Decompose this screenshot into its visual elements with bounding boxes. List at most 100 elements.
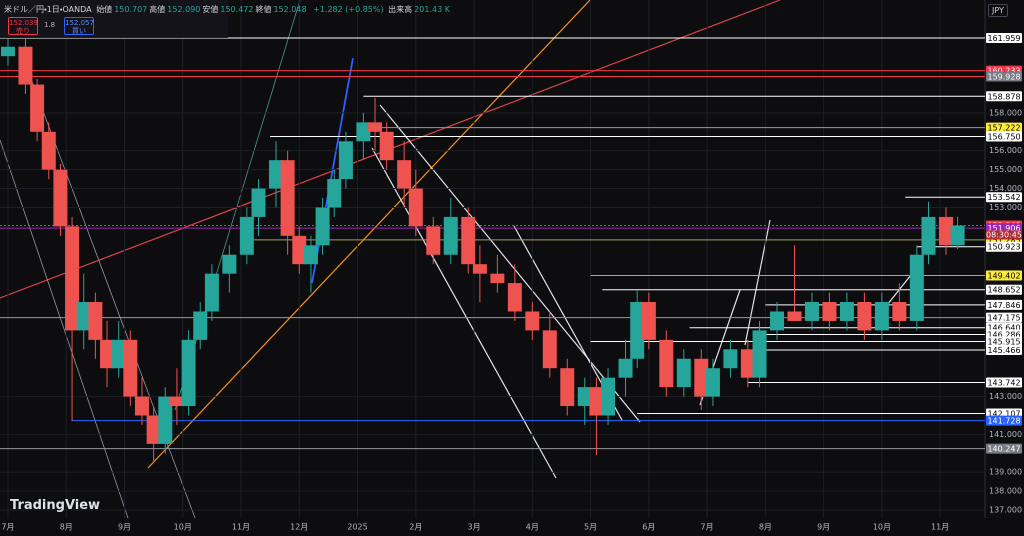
candle-body — [30, 84, 45, 132]
level-tag — [986, 415, 1022, 426]
candle-body — [839, 302, 854, 321]
level-label: 153.542 — [987, 193, 1020, 202]
candle-body — [542, 330, 557, 369]
level-label: 147.846 — [987, 301, 1020, 310]
sell-label: 売り — [16, 27, 30, 35]
candle-body — [327, 179, 342, 208]
level-tag — [986, 312, 1022, 323]
y-tick-label: 143.000 — [989, 392, 1022, 401]
candle-body — [88, 302, 103, 340]
buy-label: 買い — [72, 27, 86, 35]
candle-body — [146, 415, 161, 444]
x-tick-label: 3月 — [468, 523, 481, 532]
candle-body — [705, 368, 720, 397]
candle-body — [303, 245, 318, 265]
candle-body — [723, 349, 738, 369]
level-label: 148.652 — [987, 286, 1020, 295]
candle-body — [356, 122, 371, 142]
candle-body — [222, 254, 237, 274]
candle-body — [315, 207, 330, 246]
candle-body — [18, 46, 33, 85]
candle-body — [408, 188, 423, 227]
level-tag — [986, 71, 1022, 82]
x-tick-label: 4月 — [526, 523, 539, 532]
level-tag — [986, 443, 1022, 454]
level-label: 156.750 — [987, 133, 1020, 142]
candle-body — [158, 396, 173, 444]
x-tick-label: 2025 — [347, 523, 367, 532]
channel-line — [23, 59, 196, 519]
candle-body — [123, 339, 138, 397]
candle-body — [490, 273, 505, 284]
channel-line — [371, 147, 557, 479]
level-label: 157.222 — [987, 124, 1020, 133]
candle-body — [379, 131, 394, 161]
candle-body — [100, 339, 115, 369]
candle-body — [461, 216, 476, 265]
x-tick-label: 11月 — [931, 523, 949, 532]
candle-body — [193, 311, 208, 340]
level-label: 142.107 — [987, 409, 1020, 418]
x-tick-label: 2月 — [409, 523, 422, 532]
candle-body — [0, 46, 15, 57]
trend-line — [311, 57, 354, 284]
sell-button[interactable]: 152.039 売り — [8, 17, 38, 35]
ohlc: 始値 150.707 高値 152.090 安値 150.472 終値 152.048 — [96, 5, 308, 14]
candle-body — [752, 330, 767, 378]
level-tag — [986, 270, 1022, 281]
level-label: 160.233 — [987, 67, 1020, 76]
candle-body — [618, 358, 633, 378]
candle-body — [204, 273, 219, 312]
countdown: 08:30:45 — [986, 230, 1022, 239]
currency[interactable]: JPY — [988, 4, 1008, 17]
candle-body — [472, 264, 487, 274]
candle-body — [134, 396, 149, 416]
y-tick-label: 139.000 — [989, 468, 1022, 477]
candle-body — [659, 339, 674, 388]
candle-body — [694, 358, 709, 397]
trend-line — [147, 0, 591, 469]
level-label: 151.906 — [987, 224, 1020, 233]
candle-body — [368, 122, 383, 132]
candle-body — [111, 339, 126, 369]
candle-body — [874, 302, 889, 331]
grid — [0, 0, 985, 518]
level-label: 146.640 — [987, 324, 1020, 333]
candle-body — [938, 216, 953, 246]
spread: 1.8 — [44, 21, 56, 29]
level-label: 147.175 — [987, 314, 1020, 323]
level-tag — [986, 336, 1022, 347]
candle-body — [950, 225, 965, 246]
level-label: 150.923 — [987, 243, 1020, 252]
level-tag — [986, 192, 1022, 203]
x-tick-label: 11月 — [232, 523, 250, 532]
candle-body — [292, 235, 307, 265]
level-label: 159.928 — [987, 72, 1020, 81]
x-tick-label: 12月 — [290, 523, 308, 532]
x-tick-label: 7月 — [1, 523, 14, 532]
countdown-tag — [986, 230, 1022, 240]
y-tick-label: 153.000 — [989, 203, 1022, 212]
level-label: 141.728 — [987, 417, 1020, 426]
x-tick-label: 9月 — [817, 523, 830, 532]
candle-body — [822, 302, 837, 321]
candle-body — [676, 358, 691, 388]
change: +1.282 (+0.85%) — [313, 5, 384, 14]
y-tick-label: 137.000 — [989, 506, 1022, 515]
candle-body — [507, 283, 522, 312]
volume: 201.43 K — [414, 5, 450, 14]
candle-body — [909, 254, 924, 321]
x-tick-label: 5月 — [584, 523, 597, 532]
level-tag — [986, 122, 1022, 133]
candle-body — [41, 131, 56, 170]
channel-line — [174, 0, 301, 411]
x-tick-label: 8月 — [60, 523, 73, 532]
x-tick-label: 7月 — [701, 523, 714, 532]
candle-body — [181, 339, 196, 407]
buy-button[interactable]: 152.057 買い — [64, 17, 94, 35]
level-tag — [986, 33, 1022, 44]
x-tick-label: 9月 — [118, 523, 131, 532]
